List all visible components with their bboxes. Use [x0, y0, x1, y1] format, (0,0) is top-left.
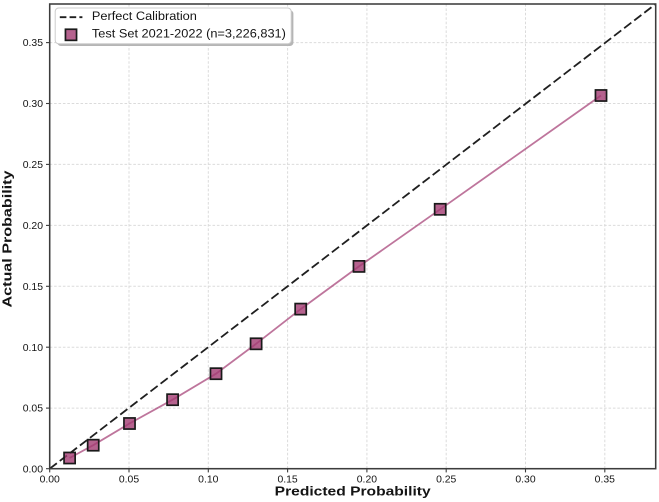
svg-text:0.10: 0.10 [23, 343, 43, 354]
svg-text:0.25: 0.25 [436, 474, 456, 485]
svg-text:0.05: 0.05 [119, 474, 139, 485]
svg-text:0.15: 0.15 [23, 282, 43, 293]
svg-text:0.25: 0.25 [23, 160, 43, 171]
svg-text:0.35: 0.35 [23, 38, 43, 49]
svg-text:Test Set 2021-2022 (n=3,226,83: Test Set 2021-2022 (n=3,226,831) [92, 27, 286, 41]
svg-text:0.00: 0.00 [40, 474, 60, 485]
svg-text:0.10: 0.10 [198, 474, 218, 485]
svg-text:0.30: 0.30 [23, 99, 43, 110]
svg-text:0.15: 0.15 [277, 474, 297, 485]
svg-text:Perfect Calibration: Perfect Calibration [92, 9, 197, 23]
svg-text:0.35: 0.35 [595, 474, 615, 485]
svg-text:Actual Probability: Actual Probability [0, 170, 15, 308]
svg-text:Predicted Probability: Predicted Probability [275, 484, 432, 499]
svg-text:0.05: 0.05 [23, 404, 43, 415]
svg-text:0.30: 0.30 [515, 474, 535, 485]
svg-text:0.20: 0.20 [357, 474, 377, 485]
svg-text:0.00: 0.00 [23, 464, 43, 475]
svg-text:0.20: 0.20 [23, 221, 43, 232]
